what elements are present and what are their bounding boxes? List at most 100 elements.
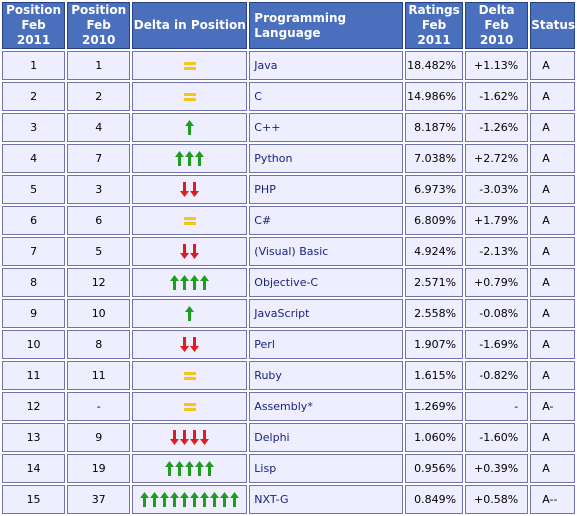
table-row: 13 9 Delphi 1.060% -1.60% A [2, 423, 575, 452]
delta-value: - [465, 392, 529, 421]
delta-position-cell [132, 175, 248, 204]
position-2011: 5 [2, 175, 66, 204]
delta-value: -1.26% [465, 113, 529, 142]
rating-value: 2.558% [405, 299, 464, 328]
arrow-down-icon [190, 182, 200, 197]
trend-icons [185, 120, 195, 135]
trend-icons [183, 216, 197, 226]
rating-value: 8.187% [405, 113, 464, 142]
arrow-up-icon [175, 461, 185, 476]
position-2010: 2 [67, 82, 131, 111]
position-2011: 14 [2, 454, 66, 483]
status-value: A [530, 206, 575, 235]
status-value: A [530, 454, 575, 483]
arrow-up-icon [190, 275, 200, 290]
arrow-down-icon [170, 430, 180, 445]
arrow-down-icon [200, 430, 210, 445]
delta-value: +0.58% [465, 485, 529, 514]
table-row: 9 10 JavaScript 2.558% -0.08% A [2, 299, 575, 328]
arrow-up-icon [200, 492, 210, 507]
arrow-up-icon [150, 492, 160, 507]
position-2011: 10 [2, 330, 66, 359]
status-value: A-- [530, 485, 575, 514]
language-name: Lisp [249, 454, 404, 483]
header-row: Position Feb 2011 Position Feb 2010 Delta … [2, 2, 575, 49]
table-row: 3 4 C++ 8.187% -1.26% A [2, 113, 575, 142]
position-2010: 7 [67, 144, 131, 173]
delta-position-cell [132, 237, 248, 266]
delta-position-cell [132, 361, 248, 390]
language-name: C++ [249, 113, 404, 142]
header-delta-position: Delta in Position [132, 2, 248, 49]
arrow-up-icon [170, 492, 180, 507]
language-name: C# [249, 206, 404, 235]
arrow-up-icon [175, 151, 185, 166]
arrow-down-icon [190, 337, 200, 352]
status-value: A [530, 82, 575, 111]
header-status: Status [530, 2, 575, 49]
status-value: A [530, 361, 575, 390]
delta-value: +1.79% [465, 206, 529, 235]
rating-value: 0.849% [405, 485, 464, 514]
position-2011: 12 [2, 392, 66, 421]
delta-position-cell [132, 82, 248, 111]
position-2011: 8 [2, 268, 66, 297]
delta-position-cell [132, 454, 248, 483]
position-2010: 11 [67, 361, 131, 390]
trend-icons [180, 244, 200, 259]
arrow-up-icon [165, 461, 175, 476]
header-language: Programming Language [249, 2, 404, 49]
arrow-down-icon [190, 244, 200, 259]
language-name: Delphi [249, 423, 404, 452]
position-2010: 1 [67, 51, 131, 80]
table-row: 11 11 Ruby 1.615% -0.82% A [2, 361, 575, 390]
position-2010: 19 [67, 454, 131, 483]
delta-position-cell [132, 485, 248, 514]
position-2011: 13 [2, 423, 66, 452]
trend-icons [175, 151, 205, 166]
position-2010: 6 [67, 206, 131, 235]
delta-value: -2.13% [465, 237, 529, 266]
position-2010: 4 [67, 113, 131, 142]
status-value: A [530, 237, 575, 266]
rating-value: 6.973% [405, 175, 464, 204]
delta-position-cell [132, 299, 248, 328]
position-2010: 37 [67, 485, 131, 514]
equal-icon [183, 217, 196, 225]
table-row: 6 6 C# 6.809% +1.79% A [2, 206, 575, 235]
status-value: A- [530, 392, 575, 421]
language-name: Assembly* [249, 392, 404, 421]
arrow-up-icon [195, 461, 205, 476]
language-name: NXT-G [249, 485, 404, 514]
equal-icon [183, 93, 196, 101]
language-name: (Visual) Basic [249, 237, 404, 266]
trend-icons [170, 275, 210, 290]
arrow-down-icon [190, 430, 200, 445]
table-row: 15 37 NXT-G 0.849% +0.58% A-- [2, 485, 575, 514]
header-position-2011: Position Feb 2011 [2, 2, 66, 49]
trend-icons [180, 337, 200, 352]
table-row: 7 5 (Visual) Basic 4.924% -2.13% A [2, 237, 575, 266]
arrow-up-icon [185, 151, 195, 166]
delta-position-cell [132, 206, 248, 235]
language-name: PHP [249, 175, 404, 204]
status-value: A [530, 113, 575, 142]
arrow-up-icon [140, 492, 150, 507]
trend-icons [183, 92, 197, 102]
delta-value: -0.08% [465, 299, 529, 328]
delta-position-cell [132, 330, 248, 359]
language-name: Ruby [249, 361, 404, 390]
arrow-up-icon [190, 492, 200, 507]
trend-icons [170, 430, 210, 445]
arrow-up-icon [195, 151, 205, 166]
position-2010: - [67, 392, 131, 421]
trend-icons [183, 371, 197, 381]
trend-icons [165, 461, 215, 476]
position-2011: 11 [2, 361, 66, 390]
table-row: 8 12 Objective-C 2.571% +0.79% A [2, 268, 575, 297]
table-row: 10 8 Perl 1.907% -1.69% A [2, 330, 575, 359]
delta-value: +2.72% [465, 144, 529, 173]
delta-value: -1.62% [465, 82, 529, 111]
arrow-up-icon [185, 306, 195, 321]
